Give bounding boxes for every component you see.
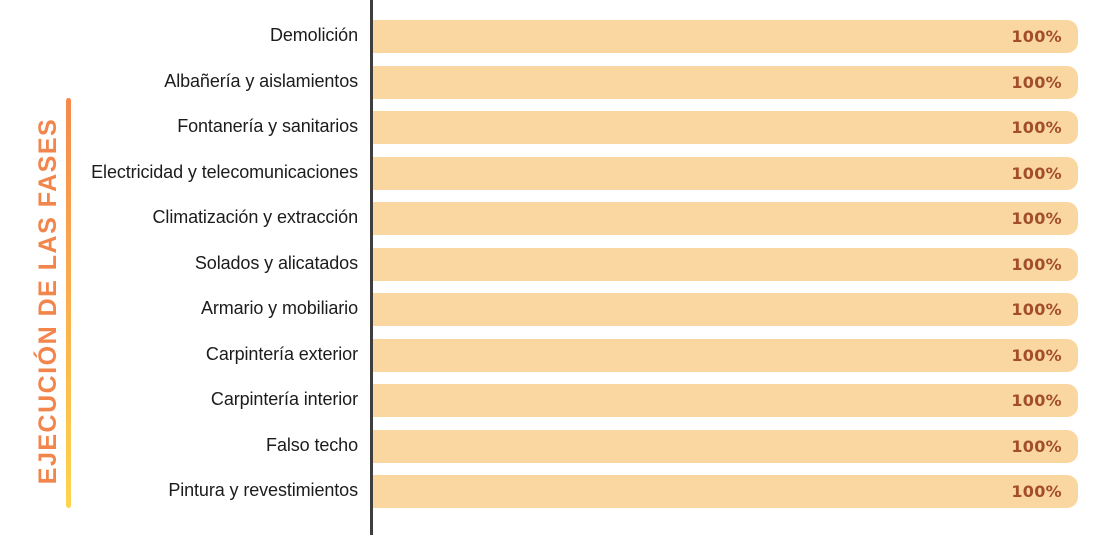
category-label-cell: Armario y mobiliario (0, 298, 373, 319)
chart-row: Demolición 100% (0, 14, 1078, 60)
category-label: Carpintería interior (210, 389, 358, 410)
category-label-cell: Fontanería y sanitarios (0, 116, 373, 137)
chart-row: Albañería y aislamientos 100% (0, 60, 1078, 106)
chart-row: Carpintería exterior 100% (0, 333, 1078, 379)
value-label: 100% (1011, 391, 1062, 411)
value-bar: 100% (373, 156, 1078, 190)
category-label: Fontanería y sanitarios (177, 116, 358, 137)
value-label: 100% (1011, 300, 1062, 320)
category-label: Armario y mobiliario (200, 298, 358, 319)
category-label: Climatización y extracción (152, 207, 359, 228)
value-label: 100% (1011, 118, 1062, 138)
value-bar: 100% (373, 202, 1078, 236)
chart-row: Fontanería y sanitarios 100% (0, 105, 1078, 151)
value-bar: 100% (373, 111, 1078, 145)
category-label-cell: Electricidad y telecomunicaciones (0, 161, 373, 183)
chart-row: Carpintería interior 100% (0, 378, 1078, 424)
value-label: 100% (1011, 482, 1062, 502)
category-label: Demolición (269, 25, 358, 46)
value-label: 100% (1011, 72, 1062, 92)
category-label-cell: Solados y alicatados (0, 252, 373, 274)
bar-track: 100% (373, 338, 1078, 372)
value-bar: 100% (373, 384, 1078, 418)
category-label: Pintura y revestimientos (168, 480, 358, 501)
category-label-cell: Falso techo (0, 434, 373, 456)
bar-rows: Demolición 100% Albañería y aislamientos 10… (0, 14, 1078, 515)
category-label-cell: Albañería y aislamientos (0, 70, 373, 92)
value-bar: 100% (373, 475, 1078, 509)
category-label-cell: Carpintería exterior (0, 343, 373, 365)
category-label-cell: Carpintería interior (0, 389, 373, 410)
category-label-cell: Pintura y revestimientos (0, 480, 373, 501)
category-label: Electricidad y telecomunicaciones (91, 161, 358, 182)
category-label: Falso techo (266, 434, 358, 455)
bar-track: 100% (373, 65, 1078, 99)
value-label: 100% (1011, 345, 1062, 365)
bar-track: 100% (373, 20, 1078, 54)
category-label: Solados y alicatados (194, 252, 358, 273)
bar-track: 100% (373, 429, 1078, 463)
bar-track: 100% (373, 475, 1078, 509)
value-bar: 100% (373, 247, 1078, 281)
chart-row: Electricidad y telecomunicaciones 100% (0, 151, 1078, 197)
y-axis-line (370, 0, 373, 535)
bar-track: 100% (373, 156, 1078, 190)
bar-track: 100% (373, 384, 1078, 418)
value-label: 100% (1011, 436, 1062, 456)
chart-row: Falso techo 100% (0, 424, 1078, 470)
value-bar: 100% (373, 429, 1078, 463)
category-label: Carpintería exterior (205, 343, 358, 364)
bar-track: 100% (373, 247, 1078, 281)
value-bar: 100% (373, 338, 1078, 372)
bar-track: 100% (373, 293, 1078, 327)
value-label: 100% (1011, 209, 1062, 229)
value-bar: 100% (373, 65, 1078, 99)
chart-row: Solados y alicatados 100% (0, 242, 1078, 288)
category-label: Albañería y aislamientos (164, 70, 358, 91)
chart-row: Armario y mobiliario 100% (0, 287, 1078, 333)
category-label-cell: Climatización y extracción (0, 207, 373, 228)
bar-track: 100% (373, 202, 1078, 236)
category-label-cell: Demolición (0, 25, 373, 46)
chart-row: Pintura y revestimientos 100% (0, 469, 1078, 515)
bar-track: 100% (373, 111, 1078, 145)
value-bar: 100% (373, 20, 1078, 54)
value-label: 100% (1011, 254, 1062, 274)
title-gradient-line (66, 98, 71, 508)
value-bar: 100% (373, 293, 1078, 327)
value-label: 100% (1011, 27, 1062, 47)
chart-row: Climatización y extracción 100% (0, 196, 1078, 242)
value-label: 100% (1011, 163, 1062, 183)
